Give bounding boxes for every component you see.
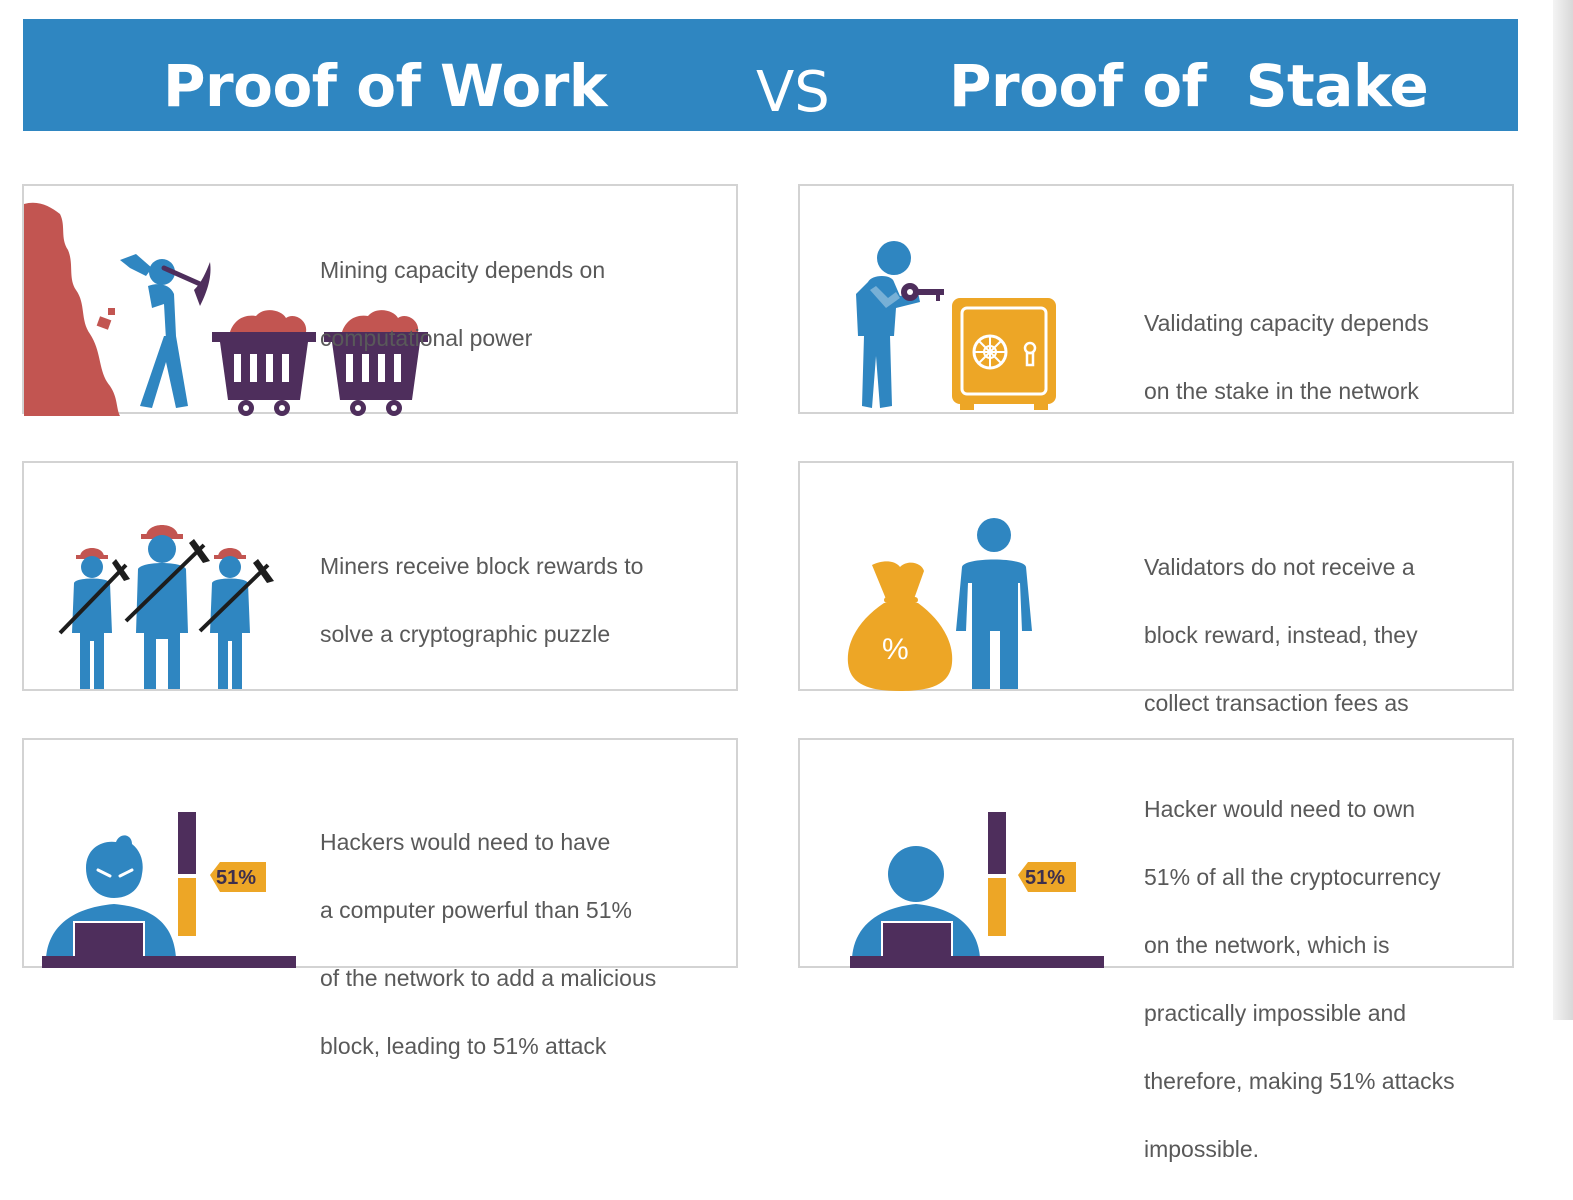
miner-figure-left (58, 548, 130, 689)
pow-card-1-text: Mining capacity depends on computational… (320, 219, 605, 389)
text-line: Validating capacity depends (1144, 310, 1429, 336)
text-line: Hacker would need to own (1144, 796, 1416, 822)
pos-card-1-text: Validating capacity depends on the stake… (1144, 272, 1429, 442)
pow-card-2-text: Miners receive block rewards to solve a … (320, 515, 643, 685)
pow-card-3-text: Hackers would need to have a computer po… (320, 791, 656, 1097)
text-line: Hackers would need to have (320, 829, 611, 855)
money-bag-and-person-icon: % (847, 518, 1032, 691)
bag-percent-label: % (882, 633, 909, 666)
header-banner: Proof of Work VS Proof of Stake (23, 19, 1518, 131)
text-line: collect transaction fees as (1144, 690, 1409, 716)
badge-51-percent: 51% (216, 867, 256, 889)
proof-of-stake-title: Proof of Stake (949, 52, 1429, 120)
miner-with-carts-icon (24, 202, 428, 416)
hacker-at-laptop-icon: 51% (42, 812, 296, 968)
text-line: on the network, which is (1144, 932, 1390, 958)
pos-card-3-text: Hacker would need to own 51% of all the … (1144, 758, 1455, 1200)
text-line: Miners receive block rewards to (320, 553, 644, 579)
text-line: Validators do not receive a (1144, 554, 1415, 580)
proof-of-work-title: Proof of Work (163, 52, 607, 120)
user-at-laptop-icon: 51% (850, 812, 1104, 968)
miner-figure-right (198, 548, 274, 689)
text-line: practically impossible and (1144, 1000, 1407, 1026)
text-line: impossible. (1144, 1136, 1260, 1162)
vs-label: VS (756, 60, 830, 125)
miner-figure-center (124, 525, 210, 689)
three-miners-icon (58, 525, 274, 689)
text-line: of the network to add a malicious (320, 965, 657, 991)
text-line: a computer powerful than 51% (320, 897, 632, 923)
text-line: 51% of all the cryptocurrency (1144, 864, 1441, 890)
text-line: computational power (320, 325, 533, 351)
pow-card-block-rewards: Miners receive block rewards to solve a … (22, 461, 738, 691)
text-line: solve a cryptographic puzzle (320, 621, 611, 647)
text-line: block, leading to 51% attack (320, 1033, 607, 1059)
text-line: therefore, making 51% attacks (1144, 1068, 1455, 1094)
pos-card-validating-capacity: Validating capacity depends on the stake… (798, 184, 1514, 414)
text-line: Mining capacity depends on (320, 257, 606, 283)
pos-card-51-impossible: 51% Hacker would need to own 51% of all … (798, 738, 1514, 1162)
pos-card-transaction-fees: % Validators do not receive a block rewa… (798, 461, 1514, 784)
text-line: on the stake in the network (1144, 378, 1419, 404)
pow-card-mining-capacity: Mining capacity depends on computational… (22, 184, 738, 416)
text-line: block reward, instead, they (1144, 622, 1418, 648)
badge-51-percent: 51% (1025, 867, 1065, 889)
window-edge (1553, 0, 1573, 1020)
person-with-key-and-safe-icon (856, 241, 1056, 410)
pow-card-51-attack: 51% Hackers would need to have a compute… (22, 738, 738, 1059)
